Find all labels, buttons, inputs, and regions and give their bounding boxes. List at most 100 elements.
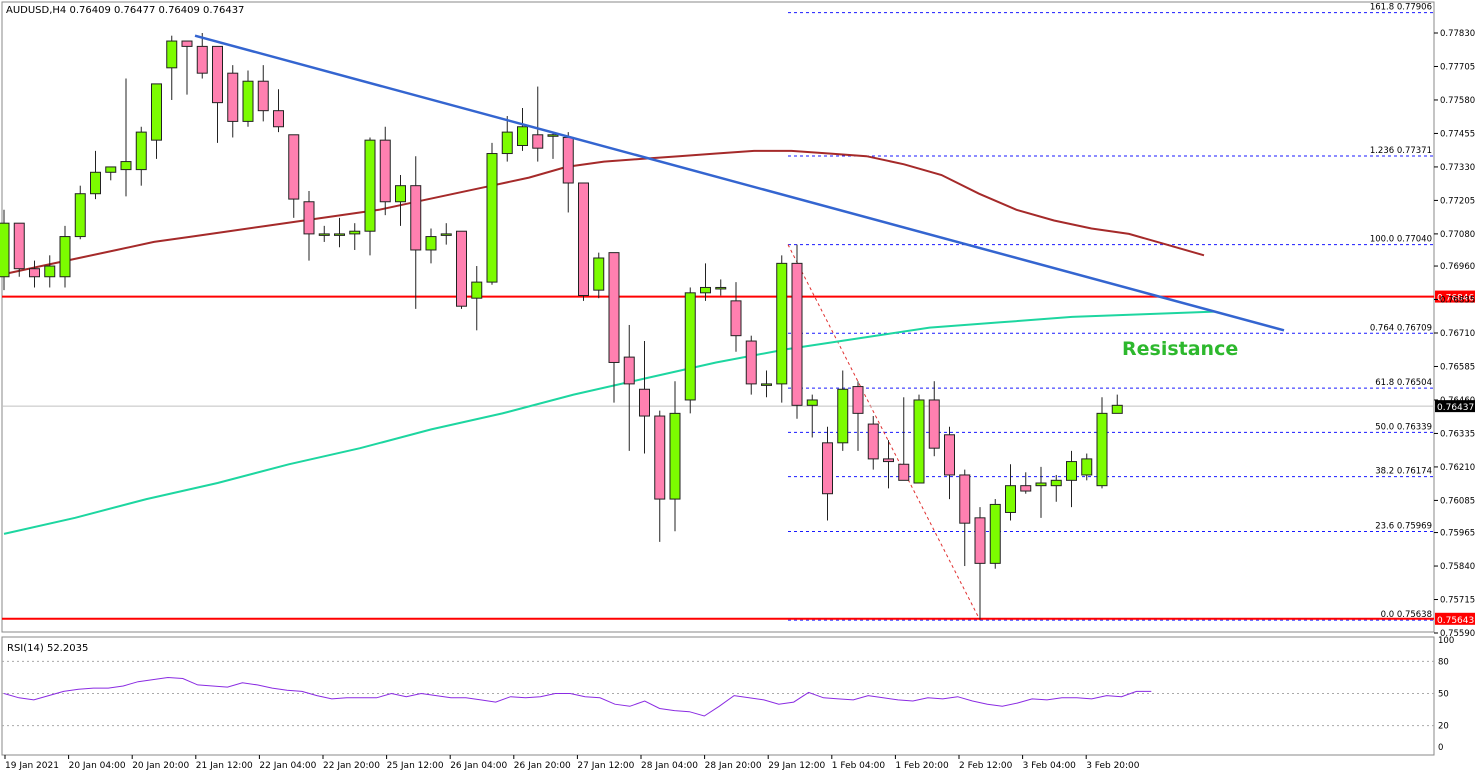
horizontal-levels: 0.76846 0.75643 0.76437 [2,290,1475,626]
price-tick-label: 0.77580 [1440,96,1475,106]
time-tick-label: 28 Jan 04:00 [641,761,698,771]
bearish-candle [257,80,269,112]
price-tick-label: 0.75840 [1440,562,1475,572]
bullish-candle [334,233,345,236]
bearish-candle [273,110,284,128]
price-tick-label: 0.77330 [1440,163,1475,173]
fib-level-label: 100.0 0.77040 [1370,235,1432,245]
bullish-candle [151,83,162,141]
bearish-candle [867,423,879,460]
price-axis: 0.77830 0.77705 0.77580 0.77455 0.77330 0.772… [1434,29,1475,639]
time-tick-label: 19 Jan 2021 [5,761,59,771]
price-tick-label: 0.75590 [1440,629,1475,639]
main-panel-frame [1,1,1435,633]
time-tick-label: 28 Jan 20:00 [705,761,762,771]
bearish-candle [852,386,864,414]
bearish-candle [1020,485,1032,492]
time-tick-label: 25 Jan 12:00 [387,761,444,771]
bullish-candle [593,257,605,291]
bullish-candle [806,399,818,406]
time-tick-label: 3 Feb 20:00 [1086,761,1140,771]
bullish-candle [44,265,56,278]
bullish-candle [547,134,559,137]
bullish-candle [913,399,925,484]
bearish-candle [944,434,955,476]
bearish-candle [791,262,803,406]
resistance-label: Resistance [1122,338,1238,360]
bearish-candle [898,463,910,481]
bearish-candle [562,136,574,184]
moving-averages [3,149,1215,535]
price-tick-label: 0.77830 [1440,29,1475,39]
bearish-candle [745,340,757,385]
price-tick-label: 0.76960 [1440,262,1475,272]
fib-level-label: 1.236 0.77371 [1370,146,1432,156]
bearish-candle [730,300,742,337]
price-tick-label: 0.77205 [1440,196,1475,206]
descending-trendline [194,34,1285,332]
price-tick-label: 0.77080 [1440,230,1475,240]
time-tick-label: 3 Feb 04:00 [1023,761,1077,771]
rsi-tick-label: 50 [1438,690,1449,700]
price-tick-label: 0.76835 [1440,296,1475,306]
rsi-tick-label: 0 [1438,743,1443,753]
level-price-tag [1435,612,1475,625]
rsi-tick-label: 80 [1438,657,1449,667]
bearish-candle [212,45,223,104]
bullish-candle [74,193,86,238]
bullish-candle [761,383,772,386]
time-tick-label: 22 Jan 04:00 [259,761,316,771]
time-tick-label: 29 Jan 12:00 [768,761,825,771]
level-price-tag [1435,290,1475,303]
bearish-candle [532,134,544,149]
time-tick-label: 20 Jan 20:00 [132,761,189,771]
fib-level-label: 61.8 0.76504 [1375,378,1432,388]
bullish-candle [471,281,483,299]
bullish-candle [486,153,498,283]
time-tick-label: 27 Jan 12:00 [577,761,634,771]
bullish-candle [700,286,711,294]
bullish-candle [1096,412,1108,487]
bullish-candle [1081,458,1093,476]
bearish-candle [578,182,589,296]
fib-level-label: 23.6 0.75969 [1375,521,1432,531]
bullish-candle [776,262,788,385]
candles [0,33,1123,620]
symbol-header: AUDUSD,H4 0.76409 0.76477 0.76409 0.7643… [6,5,244,16]
bullish-candle [517,126,528,146]
time-tick-label: 26 Jan 20:00 [514,761,571,771]
rsi-line [3,676,1152,717]
price-tick-label: 0.76085 [1440,496,1475,506]
bullish-candle [1050,479,1062,487]
bullish-candle [1066,461,1077,481]
price-tick-label: 0.76335 [1440,429,1475,439]
bearish-candle [379,139,391,203]
price-tick-label: 0.76710 [1440,329,1475,339]
bearish-candle [608,252,620,363]
bullish-candle [501,131,513,155]
price-tick-label: 0.77455 [1440,129,1475,139]
bullish-candle [684,292,696,401]
fibonacci-levels: 161.8 0.77906 1.236 0.77371 100.0 0.77040 0… [787,3,1434,621]
bullish-candle [669,412,681,500]
sma-100-line [3,149,1205,276]
rsi-panel: 100 80 50 20 0 [2,636,1454,753]
bullish-candle [120,161,132,171]
price-tick-label: 0.75715 [1440,596,1475,606]
bearish-candle [288,134,300,200]
bearish-candle [928,399,940,449]
fib-level-label: 0.0 0.75638 [1381,610,1432,620]
fib-level-label: 38.2 0.76174 [1375,467,1432,477]
bullish-candle [1111,404,1123,414]
level-price-text: 0.76846 [1437,294,1474,304]
bearish-candle [181,40,193,47]
rsi-panel-frame [1,636,1435,756]
bullish-candle [105,166,117,173]
fib-level-label: 50.0 0.76339 [1375,422,1432,432]
bearish-candle [959,474,971,524]
bearish-candle [822,442,833,495]
time-tick-label: 21 Jan 12:00 [196,761,253,771]
bullish-candle [59,236,71,278]
time-tick-label: 22 Jan 20:00 [323,761,380,771]
